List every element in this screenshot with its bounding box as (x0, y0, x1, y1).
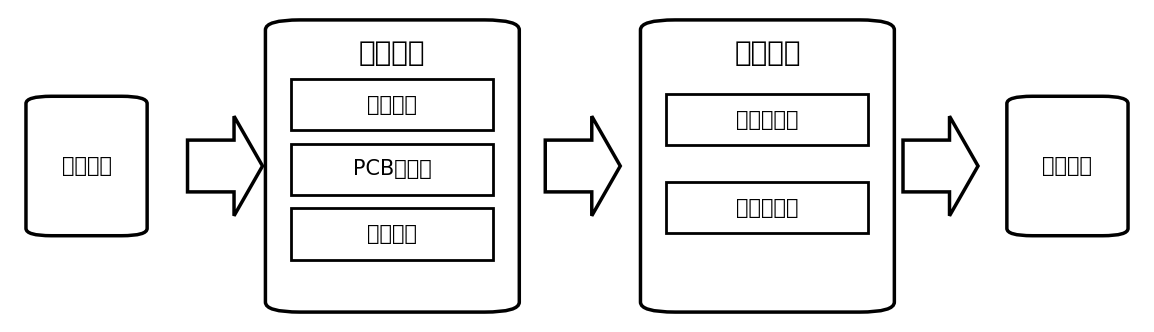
Text: 外壳安装: 外壳安装 (367, 224, 418, 244)
Bar (667, 94, 868, 145)
Text: 基材清洗: 基材清洗 (61, 156, 112, 176)
Bar (667, 182, 868, 233)
Text: PCB板焊接: PCB板焊接 (353, 159, 432, 179)
Text: 出厂检测: 出厂检测 (1042, 156, 1093, 176)
Bar (291, 143, 494, 195)
FancyBboxPatch shape (25, 96, 147, 236)
Bar (291, 79, 494, 130)
FancyBboxPatch shape (265, 20, 519, 312)
Bar (291, 208, 494, 260)
Text: 基材封装: 基材封装 (734, 39, 801, 67)
Text: 基材安装: 基材安装 (359, 39, 426, 67)
Text: 基材焊接: 基材焊接 (367, 95, 418, 115)
Polygon shape (902, 116, 977, 216)
Text: 注入散热胶: 注入散热胶 (736, 110, 799, 129)
Polygon shape (545, 116, 621, 216)
FancyBboxPatch shape (640, 20, 894, 312)
Text: 注入绝缘胶: 注入绝缘胶 (736, 198, 799, 217)
FancyBboxPatch shape (1006, 96, 1129, 236)
Polygon shape (187, 116, 263, 216)
